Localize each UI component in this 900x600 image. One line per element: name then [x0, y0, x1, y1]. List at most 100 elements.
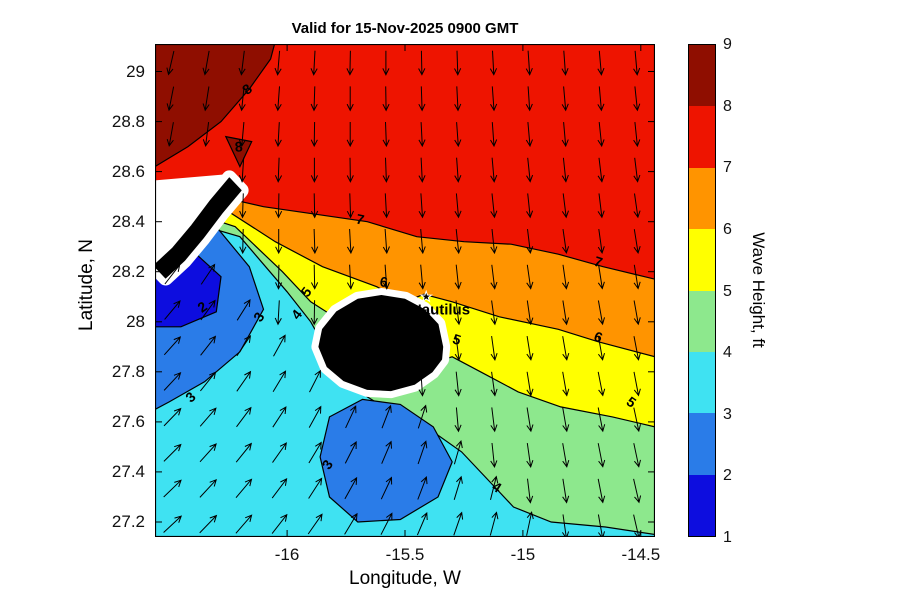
wave-direction-arrow [272, 370, 287, 392]
wave-direction-arrow [199, 407, 217, 427]
wave-direction-arrow [417, 404, 428, 429]
wave-direction-arrow [526, 407, 534, 433]
wave-direction-arrow [454, 229, 462, 255]
y-tick-label: 27.2 [111, 511, 145, 531]
region-blue-2-3ft-south [319, 398, 453, 523]
wave-direction-arrow [526, 300, 534, 326]
wave-direction-arrow [238, 122, 246, 148]
wave-direction-arrow [199, 443, 217, 463]
y-tick-label: 28 [126, 311, 145, 331]
wave-direction-arrow [166, 50, 175, 76]
wave-direction-arrow [525, 122, 533, 148]
wave-direction-arrow [561, 157, 569, 183]
wave-direction-arrow [633, 229, 641, 255]
colorbar-tick-label: 7 [723, 159, 732, 177]
wave-direction-arrow [418, 157, 426, 183]
colorbar-band-1 [689, 474, 715, 536]
wave-direction-arrow [490, 300, 498, 326]
wave-direction-arrow [561, 50, 569, 76]
wave-direction-arrow [310, 264, 319, 290]
wave-direction-arrow [418, 264, 426, 290]
wave-direction-arrow [454, 336, 462, 362]
wave-direction-arrow [633, 50, 641, 76]
colorbar-band-5 [689, 229, 715, 291]
wave-direction-arrow [597, 443, 606, 468]
wave-direction-arrow [490, 229, 498, 255]
wave-direction-arrow [200, 299, 216, 321]
wave-direction-arrow [202, 50, 210, 76]
wave-direction-arrow [561, 514, 570, 537]
wave-direction-arrow [490, 193, 498, 219]
colorbar-band-3 [689, 351, 715, 414]
y-tick-label: 27.8 [111, 361, 145, 381]
station-marker [419, 289, 434, 303]
wave-direction-arrow [633, 86, 641, 112]
wave-direction-arrow [418, 229, 426, 255]
wave-direction-arrow [418, 122, 426, 148]
island-central [318, 295, 444, 392]
y-tick-label: 27.6 [111, 411, 145, 431]
wave-direction-arrow [490, 475, 499, 501]
colorbar-tick-label: 2 [723, 467, 732, 485]
wave-direction-arrow [633, 336, 641, 361]
wave-direction-arrow [416, 511, 428, 536]
wave-direction-arrow [271, 513, 288, 534]
wave-direction-arrow [346, 264, 355, 290]
wave-direction-arrow [308, 405, 322, 428]
wave-direction-arrow [381, 404, 392, 429]
wave-direction-arrow [597, 122, 605, 148]
wave-direction-arrow [562, 478, 570, 504]
y-tick-label: 28.2 [111, 261, 145, 281]
wave-direction-arrow [489, 511, 499, 536]
x-tick-label: -16 [274, 545, 300, 564]
wave-direction-arrow [417, 476, 428, 500]
wave-direction-arrow [381, 440, 392, 464]
wave-direction-arrow [597, 336, 605, 361]
wave-direction-arrow [380, 476, 393, 500]
wave-direction-arrow [633, 122, 641, 148]
wave-direction-arrow [309, 369, 321, 393]
colorbar-band-4 [689, 290, 715, 352]
colorbar-band-7 [689, 106, 715, 168]
wave-direction-arrow [382, 157, 390, 183]
wave-direction-arrow [526, 193, 534, 219]
wave-direction-arrow [597, 300, 605, 326]
wave-direction-arrow [235, 442, 253, 463]
y-tick-label: 28.6 [111, 161, 145, 181]
x-tick-label: -15 [510, 545, 536, 564]
wave-direction-arrow [274, 86, 282, 112]
wave-direction-arrow [346, 122, 354, 148]
wave-direction-arrow [272, 442, 287, 463]
wave-direction-arrow [163, 479, 182, 498]
wave-direction-arrow [236, 370, 252, 392]
wave-direction-arrow [346, 86, 354, 112]
wave-direction-arrow [562, 443, 570, 468]
wave-direction-arrow [164, 300, 181, 320]
wave-direction-arrow [344, 476, 358, 500]
wave-direction-arrow [597, 478, 606, 504]
wave-direction-arrow [562, 407, 570, 433]
wave-direction-arrow [454, 50, 462, 76]
colorbar [688, 44, 716, 537]
colorbar-tick-label: 9 [723, 36, 732, 53]
colorbar-band-2 [689, 413, 715, 475]
wave-direction-arrow [562, 300, 570, 326]
region-red-7ft-plus [155, 44, 655, 280]
wave-direction-arrow [163, 407, 182, 427]
wave-direction-arrow [200, 371, 217, 392]
wave-direction-arrow [163, 515, 183, 533]
wave-direction-arrow [202, 86, 210, 112]
wave-direction-arrow [561, 122, 569, 148]
colorbar-tick-label: 8 [723, 97, 732, 115]
wave-direction-arrow [382, 50, 390, 76]
wave-direction-arrow [597, 157, 605, 183]
wave-direction-arrow [454, 264, 462, 290]
colorbar-band-8 [689, 45, 715, 107]
wave-direction-arrow [454, 157, 462, 183]
colorbar-tick-label: 3 [723, 405, 732, 423]
wave-direction-arrow [490, 442, 498, 469]
wave-direction-arrow [454, 371, 462, 397]
colorbar-tick-label: 1 [723, 529, 732, 546]
x-axis-label: Longitude, W [349, 568, 461, 589]
